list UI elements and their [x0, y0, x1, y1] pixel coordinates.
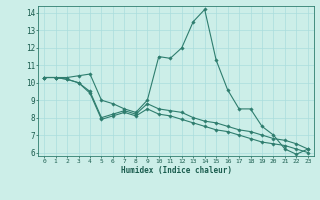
X-axis label: Humidex (Indice chaleur): Humidex (Indice chaleur)	[121, 166, 231, 175]
